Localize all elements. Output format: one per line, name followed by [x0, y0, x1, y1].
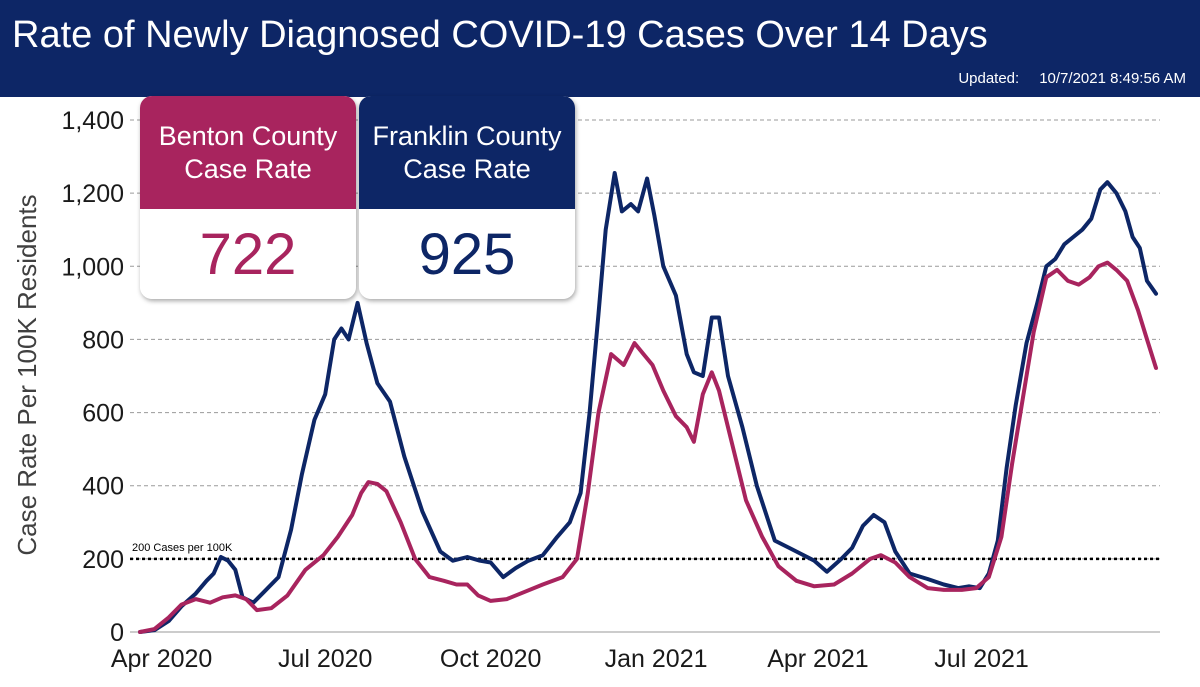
y-tick-label: 1,000	[61, 253, 124, 281]
series-line	[138, 260, 1158, 634]
threshold-label: 200 Cases per 100K	[132, 542, 233, 554]
y-tick-label: 400	[82, 473, 124, 501]
franklin-card-value: 925	[359, 209, 575, 299]
x-tick-label: Oct 2020	[440, 645, 541, 673]
y-tick-label: 800	[82, 326, 124, 354]
x-tick-label: Jan 2021	[605, 645, 708, 673]
y-tick-label: 1,400	[61, 107, 124, 135]
x-tick-label: Jul 2020	[278, 645, 373, 673]
updated-timestamp: Updated: 10/7/2021 8:49:56 AM	[958, 70, 1186, 87]
y-axis-label: Case Rate Per 100K Residents	[12, 194, 42, 555]
franklin-rate-card: Franklin County Case Rate 925	[359, 96, 575, 299]
franklin-card-label: Franklin County Case Rate	[359, 96, 575, 209]
page-title: Rate of Newly Diagnosed COVID-19 Cases O…	[12, 14, 988, 56]
series-lines	[138, 171, 1158, 634]
y-axis-ticks: 0 200 400 600 800 1,000 1,200 1,400	[61, 107, 124, 647]
y-tick-label: 1,200	[61, 180, 124, 208]
x-tick-label: Apr 2020	[111, 645, 212, 673]
y-tick-label: 200	[82, 546, 124, 574]
reference-line: 200 Cases per 100K	[130, 542, 1160, 561]
updated-value: 10/7/2021 8:49:56 AM	[1039, 70, 1186, 87]
x-tick-label: Apr 2021	[767, 645, 868, 673]
benton-rate-card: Benton County Case Rate 722	[140, 96, 356, 299]
x-tick-label: Jul 2021	[934, 645, 1029, 673]
y-tick-label: 600	[82, 400, 124, 428]
x-axis-ticks: Apr 2020 Jul 2020 Oct 2020 Jan 2021 Apr 2021…	[111, 645, 1029, 673]
series-line	[138, 171, 1158, 634]
updated-label: Updated:	[958, 70, 1020, 87]
benton-card-label: Benton County Case Rate	[140, 96, 356, 209]
header-bar: Rate of Newly Diagnosed COVID-19 Cases O…	[0, 0, 1200, 97]
benton-card-value: 722	[140, 209, 356, 299]
y-tick-label: 0	[110, 619, 124, 647]
